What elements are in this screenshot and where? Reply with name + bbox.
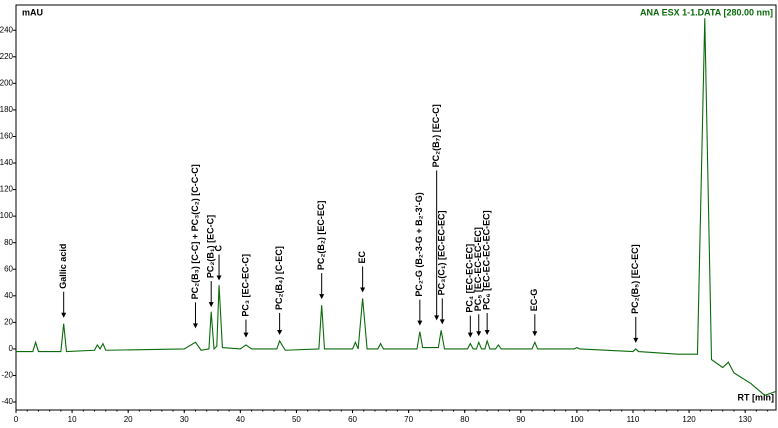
y-tick-label: 220 bbox=[0, 52, 14, 61]
peak-label: PC₄ [EC-EC-EC] bbox=[465, 244, 475, 313]
peak-label: PC₂(B₅) [EC-EC] bbox=[630, 244, 640, 314]
x-tick-label: 80 bbox=[460, 415, 469, 424]
y-tick-label: 60 bbox=[4, 264, 13, 273]
chromatogram-line bbox=[16, 18, 776, 397]
x-axis-label: RT [min] bbox=[738, 392, 775, 402]
x-tick-label: 60 bbox=[348, 415, 357, 424]
peak-label: EC bbox=[357, 250, 367, 263]
arrow-head bbox=[417, 320, 423, 326]
arrow-head bbox=[476, 331, 482, 337]
arrow-head bbox=[434, 315, 440, 321]
peak-label: PC₃ [EC-EC-C] bbox=[240, 254, 250, 317]
x-tick-label: 40 bbox=[236, 415, 245, 424]
y-tick-label: 20 bbox=[4, 317, 13, 326]
y-tick-label: 80 bbox=[4, 238, 13, 247]
peak-label: PC₅ [EC-EC-EC-EC] bbox=[473, 227, 483, 311]
legend-entry: ANA ESX 1-1.DATA [280.00 nm] bbox=[640, 7, 773, 17]
x-tick-label: 0 bbox=[14, 415, 19, 424]
x-tick-label: 110 bbox=[627, 415, 640, 424]
y-tick-label: 160 bbox=[0, 132, 14, 141]
peak-label: EC-G bbox=[529, 289, 539, 312]
arrow-head bbox=[532, 331, 538, 337]
y-tick-label: 240 bbox=[0, 25, 14, 34]
arrow-head bbox=[360, 287, 366, 293]
peak-label: PC₂(B₇) [EC-C] bbox=[431, 104, 441, 167]
arrow-head bbox=[439, 319, 445, 325]
y-tick-label: 180 bbox=[0, 105, 14, 114]
peak-label: PC₂(B₂) [EC-EC] bbox=[316, 201, 326, 271]
arrow-head bbox=[467, 332, 473, 338]
y-tick-label: 200 bbox=[0, 78, 14, 87]
peak-label: PC₂(B₃) [C-C] + PC₃(C₂) [C-C-C] bbox=[190, 164, 200, 299]
y-tick-label: 120 bbox=[0, 185, 14, 194]
peak-label: PC₆ [EC-EC-EC-EC-EC] bbox=[482, 210, 492, 310]
x-tick-label: 20 bbox=[124, 415, 133, 424]
peak-label: PC₃(C₁) [EC-EC-EC] bbox=[437, 210, 447, 295]
x-tick-label: 100 bbox=[570, 415, 584, 424]
peak-label: C bbox=[213, 245, 223, 252]
x-tick-label: 130 bbox=[738, 415, 752, 424]
arrow-head bbox=[243, 332, 249, 338]
arrow-head bbox=[216, 275, 222, 281]
x-tick-label: 50 bbox=[292, 415, 301, 424]
x-tick-label: 10 bbox=[68, 415, 77, 424]
y-tick-label: 40 bbox=[4, 291, 13, 300]
x-tick-label: 70 bbox=[404, 415, 413, 424]
peak-label: PC₂(B₄) [C-EC] bbox=[274, 246, 284, 310]
arrow-head bbox=[277, 329, 283, 335]
y-tick-label: -20 bbox=[1, 371, 13, 380]
x-tick-label: 90 bbox=[516, 415, 525, 424]
peak-label: PC₂-G (B₂-3-G + B₂-3'-G) bbox=[414, 192, 424, 296]
arrow-head bbox=[208, 302, 214, 308]
peak-label: PC₂(B₁) [EC-C] bbox=[206, 215, 216, 278]
arrow-head bbox=[484, 329, 490, 335]
plot-frame bbox=[15, 4, 777, 411]
y-tick-label: 140 bbox=[0, 158, 14, 167]
x-tick-label: 30 bbox=[180, 415, 189, 424]
y-tick-label: -40 bbox=[1, 397, 13, 406]
y-tick-label: 100 bbox=[0, 211, 14, 220]
x-tick-label: 120 bbox=[682, 415, 696, 424]
arrow-head bbox=[633, 337, 639, 343]
y-tick-label: 0 bbox=[9, 344, 14, 353]
peak-label: Gallic acid bbox=[58, 244, 68, 289]
arrow-head bbox=[192, 323, 198, 329]
arrow-head bbox=[319, 294, 325, 300]
arrow-head bbox=[61, 312, 67, 318]
y-axis-label: mAU bbox=[22, 7, 43, 17]
